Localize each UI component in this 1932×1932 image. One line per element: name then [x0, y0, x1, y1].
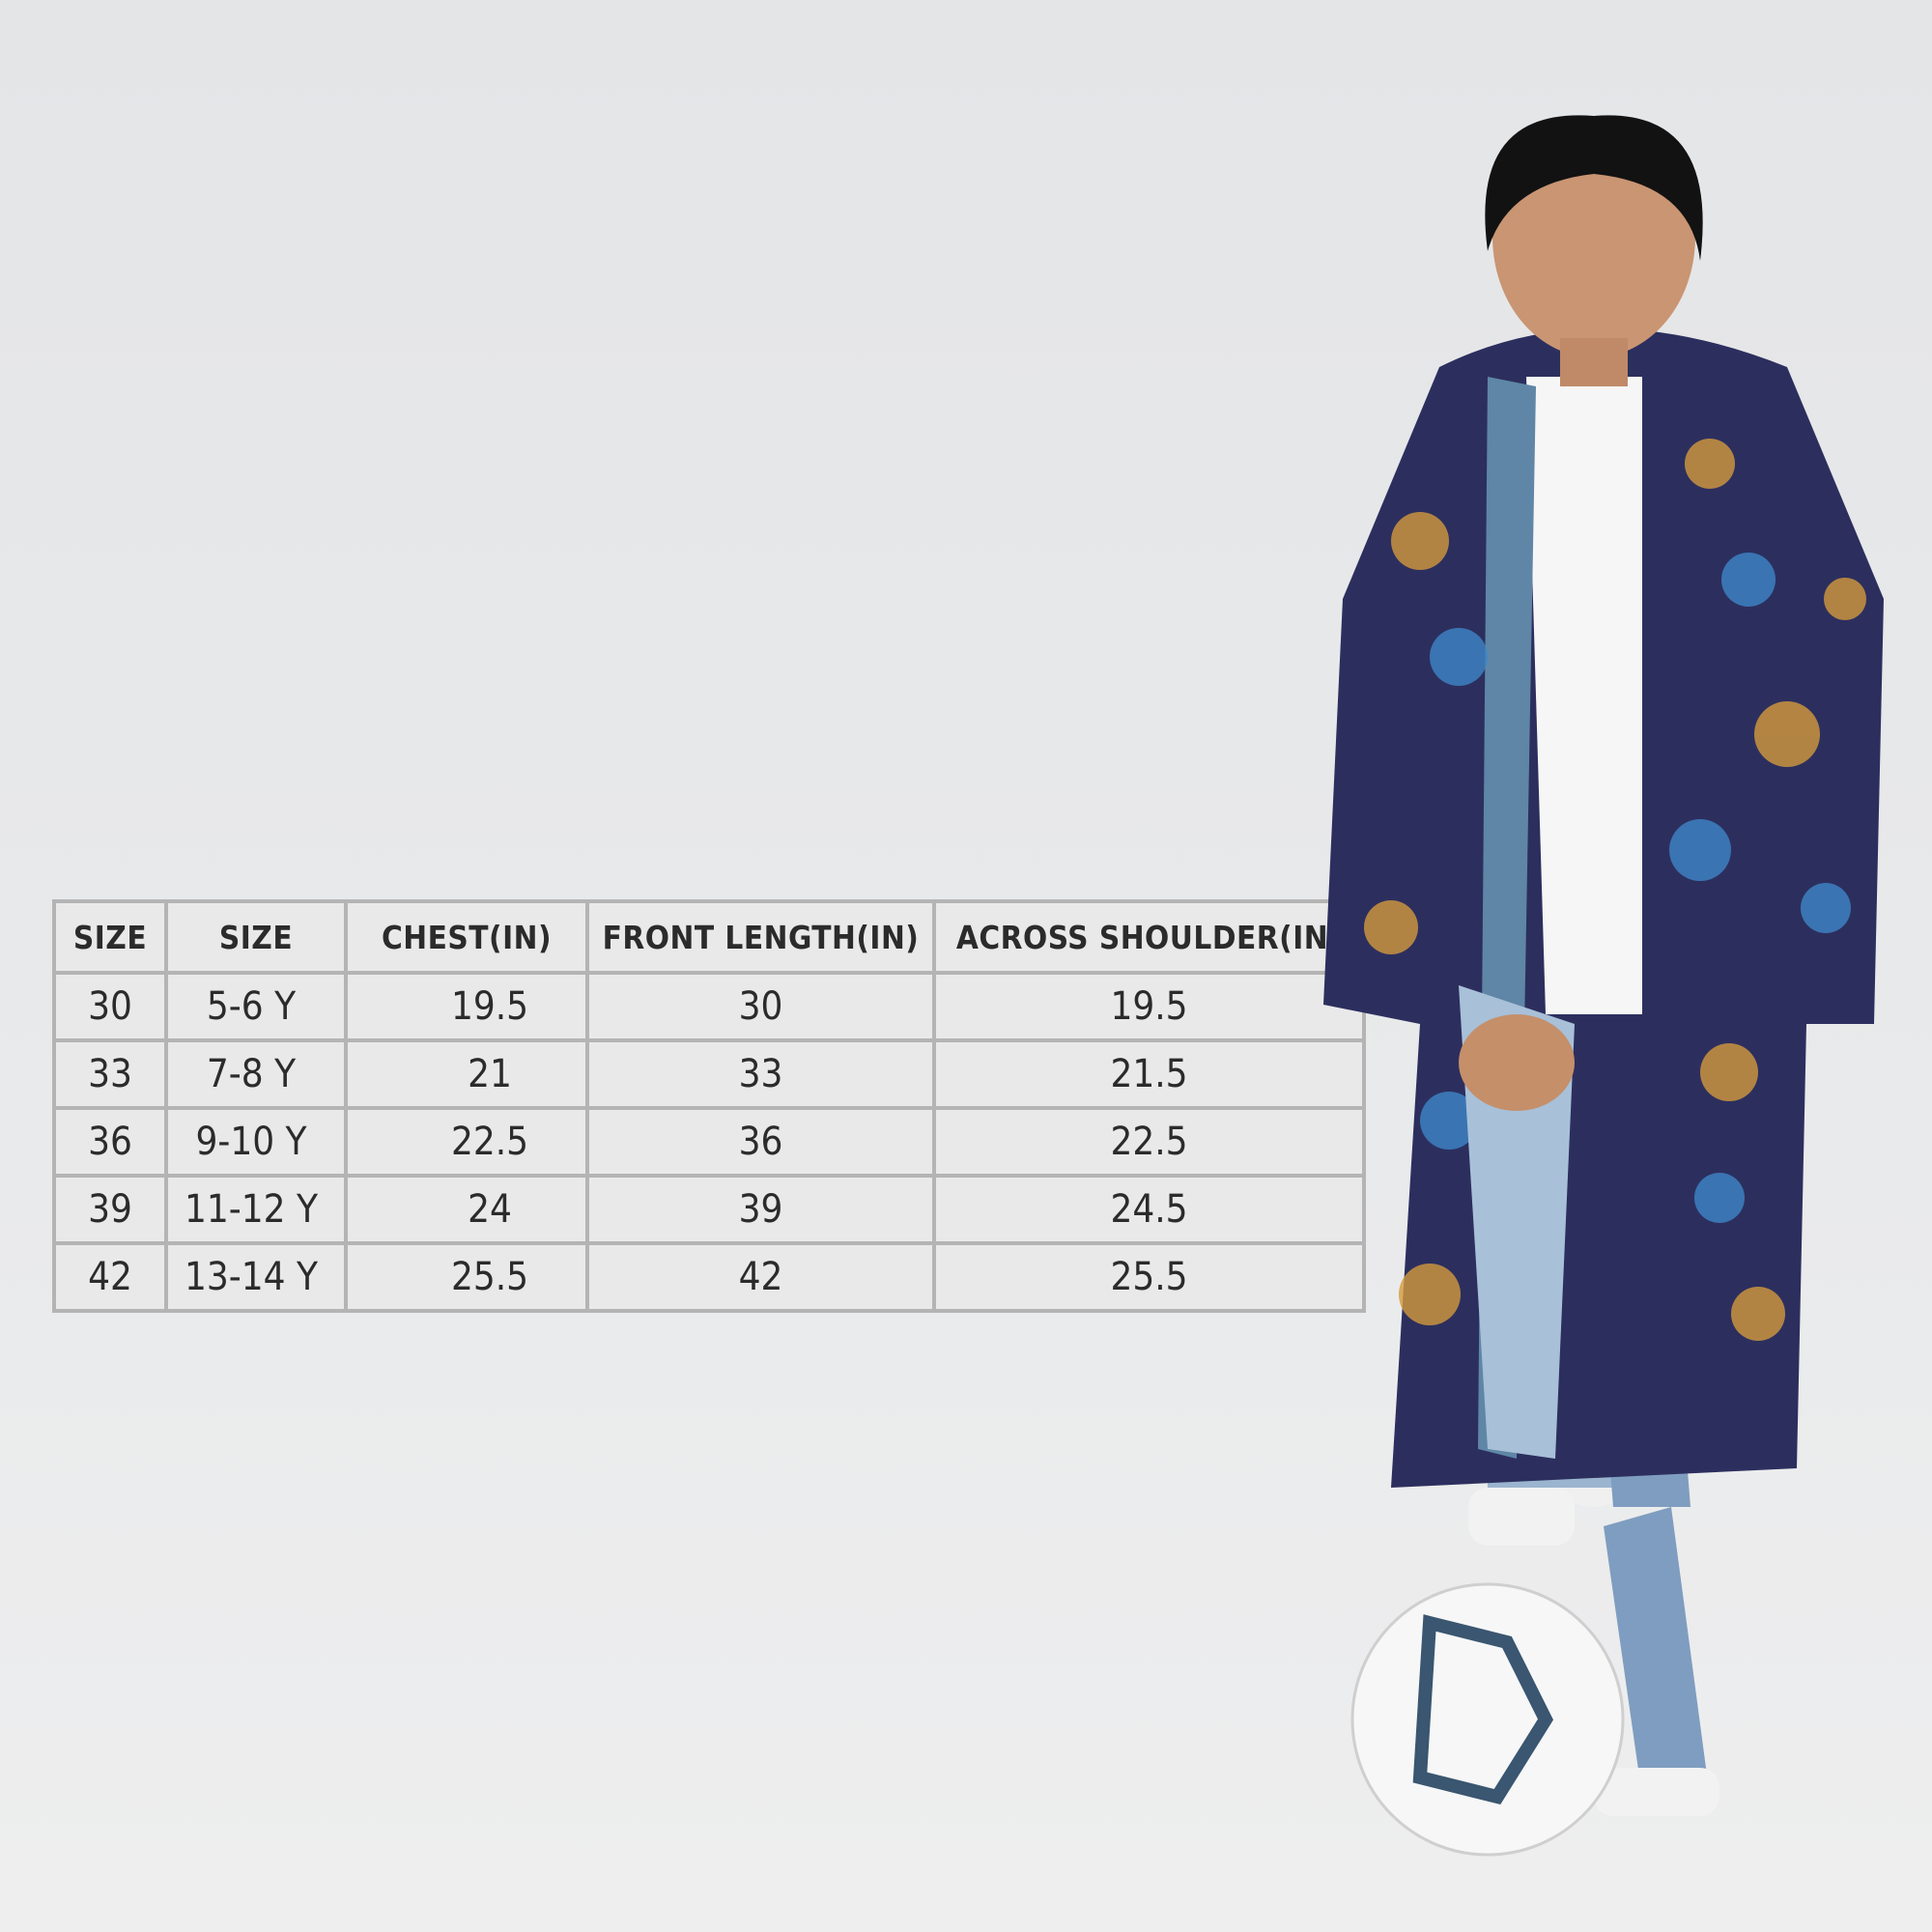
header-chest: CHEST(IN) — [344, 899, 589, 975]
header-across-shoulder: ACROSS SHOULDER(IN) — [932, 899, 1366, 975]
cell-front-length: 33 — [585, 1038, 936, 1110]
cell-across-shoulder: 21.5 — [932, 1038, 1366, 1110]
cell-age: 13-14 Y — [164, 1241, 348, 1313]
header-size: SIZE — [52, 899, 168, 975]
cell-chest: 22.5 — [344, 1106, 589, 1178]
cell-across-shoulder: 22.5 — [932, 1106, 1366, 1178]
table-row: 33 7-8 Y 21 33 21.5 — [52, 1038, 1366, 1110]
table-row: 39 11-12 Y 24 39 24.5 — [52, 1174, 1366, 1245]
cell-across-shoulder: 25.5 — [932, 1241, 1366, 1313]
cell-across-shoulder: 24.5 — [932, 1174, 1366, 1245]
boy-illustration — [1323, 115, 1884, 1857]
cell-front-length: 36 — [585, 1106, 936, 1178]
cell-front-length: 39 — [585, 1174, 936, 1245]
cell-front-length: 30 — [585, 971, 936, 1042]
cell-chest: 24 — [344, 1174, 589, 1245]
cell-age: 9-10 Y — [164, 1106, 348, 1178]
table-row: 30 5-6 Y 19.5 30 19.5 — [52, 971, 1366, 1042]
cell-age: 5-6 Y — [164, 971, 348, 1042]
cell-age: 11-12 Y — [164, 1174, 348, 1245]
table-row: 42 13-14 Y 25.5 42 25.5 — [52, 1241, 1366, 1313]
model-photo — [1323, 115, 1884, 1857]
size-chart-table: SIZE SIZE CHEST(IN) FRONT LENGTH(IN) ACR… — [52, 899, 1366, 1313]
cell-size: 30 — [52, 971, 168, 1042]
header-size-age: SIZE — [164, 899, 348, 975]
table-header-row: SIZE SIZE CHEST(IN) FRONT LENGTH(IN) ACR… — [52, 899, 1366, 975]
cell-front-length: 42 — [585, 1241, 936, 1313]
cell-chest: 25.5 — [344, 1241, 589, 1313]
cell-size: 33 — [52, 1038, 168, 1110]
cell-chest: 21 — [344, 1038, 589, 1110]
table-row: 36 9-10 Y 22.5 36 22.5 — [52, 1106, 1366, 1178]
cell-size: 36 — [52, 1106, 168, 1178]
cell-age: 7-8 Y — [164, 1038, 348, 1110]
cell-size: 42 — [52, 1241, 168, 1313]
header-front-length: FRONT LENGTH(IN) — [585, 899, 936, 975]
cell-size: 39 — [52, 1174, 168, 1245]
cell-across-shoulder: 19.5 — [932, 971, 1366, 1042]
cell-chest: 19.5 — [344, 971, 589, 1042]
